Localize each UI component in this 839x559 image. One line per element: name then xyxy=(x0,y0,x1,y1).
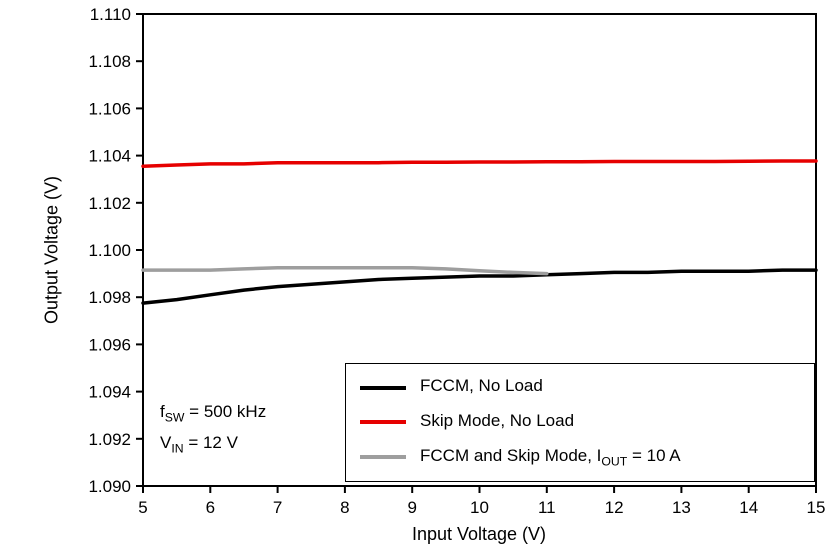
y-tick-label: 1.096 xyxy=(88,335,131,354)
y-tick-label: 1.106 xyxy=(88,99,131,118)
x-tick-label: 12 xyxy=(605,498,624,517)
legend-item-fccm-no-load: FCCM, No Load xyxy=(360,376,814,398)
annotation-vin: VIN = 12 V xyxy=(160,433,238,456)
x-tick-label: 5 xyxy=(138,498,147,517)
y-tick-label: 1.094 xyxy=(88,383,131,402)
y-tick-label: 1.108 xyxy=(88,52,131,71)
annotation-fsw: fSW = 500 kHz xyxy=(160,402,267,425)
legend: FCCM, No Load Skip Mode, No Load FCCM an… xyxy=(345,363,815,482)
legend-swatch-gray-line xyxy=(360,455,406,460)
y-tick-label: 1.098 xyxy=(88,288,131,307)
legend-item-fccm-skip-10a: FCCM and Skip Mode, IOUT = 10 A xyxy=(360,446,814,469)
legend-label: FCCM, No Load xyxy=(420,376,543,396)
conditions-annotation: fSW = 500 kHz VIN = 12 V xyxy=(160,399,266,462)
x-tick-label: 8 xyxy=(340,498,349,517)
series-line xyxy=(141,268,818,305)
y-axis-title: Output Voltage (V) xyxy=(41,175,62,325)
series-line xyxy=(141,265,549,276)
y-tick-label: 1.100 xyxy=(88,241,131,260)
series-line xyxy=(141,159,818,168)
x-axis-title: Input Voltage (V) xyxy=(411,524,547,544)
x-tick-label: 13 xyxy=(672,498,691,517)
y-tick-label: 1.090 xyxy=(88,477,131,496)
y-tick-label: 1.104 xyxy=(88,147,131,166)
legend-label: Skip Mode, No Load xyxy=(420,411,575,431)
x-tick-label: 14 xyxy=(739,498,758,517)
legend-swatch-red-line xyxy=(360,420,406,425)
legend-item-skip-mode-no-load: Skip Mode, No Load xyxy=(360,411,814,433)
x-tick-label: 15 xyxy=(807,498,826,517)
y-tick-label: 1.092 xyxy=(88,430,131,449)
y-tick-label: 1.102 xyxy=(88,194,131,213)
x-tick-label: 7 xyxy=(273,498,282,517)
x-tick-label: 6 xyxy=(206,498,215,517)
y-tick-label: 1.110 xyxy=(90,5,131,24)
x-tick-label: 9 xyxy=(407,498,416,517)
x-tick-label: 10 xyxy=(470,498,489,517)
legend-label: FCCM and Skip Mode, IOUT = 10 A xyxy=(420,446,681,469)
legend-swatch-black-line xyxy=(360,385,406,390)
x-tick-label: 11 xyxy=(538,498,556,517)
